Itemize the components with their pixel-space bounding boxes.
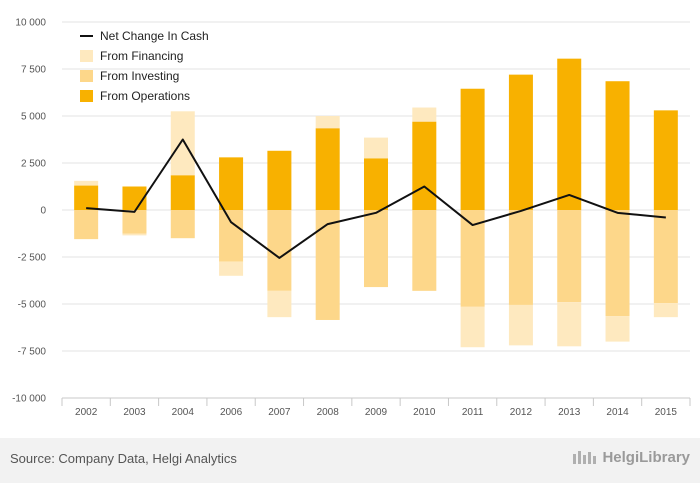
bar-from-financing[interactable] (508, 304, 533, 346)
y-tick-label: 5 000 (21, 112, 46, 123)
bar-from-investing[interactable] (170, 210, 195, 239)
legend-item[interactable]: From Investing (80, 69, 179, 83)
x-tick-label: 2011 (462, 407, 484, 418)
y-tick-label: 2 500 (21, 159, 46, 170)
bars (74, 58, 678, 348)
bar-from-operations[interactable] (460, 88, 485, 210)
legend-label: From Investing (100, 69, 179, 83)
legend-item[interactable]: Net Change In Cash (80, 29, 209, 43)
net-change-series-line[interactable] (86, 138, 666, 259)
bar-from-operations[interactable] (170, 175, 195, 210)
bar-from-financing[interactable] (557, 302, 582, 347)
bar-from-operations[interactable] (412, 121, 437, 210)
bar-from-investing[interactable] (267, 210, 292, 291)
bar-from-financing[interactable] (364, 137, 388, 159)
y-axis: 10 000 7 500 5 000 2 500 0 -2 500 -5 000 -7 500… (12, 18, 46, 405)
bar-from-financing[interactable] (315, 116, 340, 129)
x-tick-label: 2010 (413, 407, 436, 418)
bar-from-operations[interactable] (74, 185, 99, 210)
y-tick-label: -2 500 (18, 253, 47, 264)
bar-from-financing[interactable] (74, 180, 99, 186)
bar-from-financing[interactable] (460, 306, 485, 348)
y-tick-label: 10 000 (15, 18, 46, 29)
x-tick-label: 2007 (268, 407, 291, 418)
y-tick-label: -5 000 (18, 300, 47, 311)
bar-from-investing[interactable] (315, 210, 340, 320)
bar-from-operations[interactable] (508, 74, 533, 210)
y-tick-label: 7 500 (21, 65, 46, 76)
legend-label: From Operations (100, 89, 190, 103)
x-tick-label: 2004 (172, 407, 195, 418)
library-icon (573, 451, 597, 464)
logo-text: HelgiLibrary (602, 448, 690, 466)
bar-from-investing[interactable] (460, 210, 485, 307)
bar-from-operations[interactable] (315, 128, 340, 210)
net-change-line (86, 138, 666, 259)
x-tick-label: 2002 (75, 407, 98, 418)
bar-from-financing[interactable] (605, 316, 630, 342)
bar-from-operations[interactable] (267, 150, 292, 210)
x-tick-label: 2008 (317, 407, 340, 418)
bar-from-investing[interactable] (74, 210, 99, 240)
source-text: Source: Company Data, Helgi Analytics (10, 451, 237, 466)
bar-from-financing[interactable] (170, 111, 195, 176)
legend-label: From Financing (100, 49, 183, 63)
legend-label: Net Change In Cash (100, 29, 209, 43)
y-tick-label: -7 500 (18, 347, 47, 358)
bar-from-investing[interactable] (653, 210, 678, 304)
legend-swatch (80, 50, 93, 62)
bar-from-financing[interactable] (219, 261, 244, 276)
bar-from-financing[interactable] (267, 290, 292, 318)
y-tick-label: 0 (40, 206, 46, 217)
cash-flow-chart: 10 000 7 500 5 000 2 500 0 -2 500 -5 000 -7 500… (12, 18, 691, 418)
bar-from-operations[interactable] (219, 157, 244, 210)
legend-item[interactable]: From Financing (80, 49, 183, 63)
legend-swatch (80, 90, 93, 102)
x-axis: 2002 2003 2004 2006 2007 2008 2009 2010 2011 2012… (61, 397, 691, 418)
bar-from-financing[interactable] (122, 233, 147, 236)
bar-from-investing[interactable] (219, 210, 244, 262)
x-tick-label: 2012 (510, 407, 533, 418)
x-tick-label: 2015 (655, 407, 678, 418)
bar-from-financing[interactable] (412, 107, 437, 122)
x-tick-label: 2006 (220, 407, 243, 418)
footer: Source: Company Data, Helgi Analytics He… (0, 438, 700, 483)
x-tick-label: 2009 (365, 407, 388, 418)
bar-from-operations[interactable] (557, 58, 582, 210)
bar-from-investing[interactable] (364, 210, 388, 288)
x-tick-label: 2003 (123, 407, 146, 418)
bar-from-investing[interactable] (122, 210, 147, 234)
bar-from-investing[interactable] (412, 210, 437, 291)
bar-from-operations[interactable] (605, 81, 630, 210)
bar-from-investing[interactable] (557, 210, 582, 303)
y-tick-label: -10 000 (12, 394, 46, 405)
bar-from-operations[interactable] (653, 110, 678, 210)
x-tick-label: 2013 (558, 407, 581, 418)
legend-item[interactable]: From Operations (80, 89, 190, 103)
x-tick-label: 2014 (606, 407, 629, 418)
legend: Net Change In Cash From Financing From Inv… (80, 29, 209, 103)
bar-from-investing[interactable] (605, 210, 630, 317)
bar-from-operations[interactable] (364, 158, 388, 210)
bar-from-investing[interactable] (508, 210, 533, 305)
bar-from-financing[interactable] (653, 303, 678, 318)
helgi-library-logo[interactable]: HelgiLibrary (572, 448, 690, 466)
legend-swatch (80, 70, 93, 82)
